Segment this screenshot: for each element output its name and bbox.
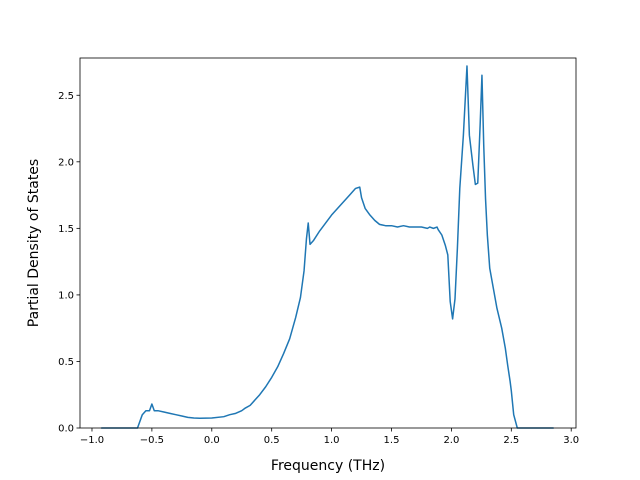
x-tick-label: 1.5 <box>384 435 400 446</box>
y-tick-label: 2.5 <box>58 91 74 102</box>
y-tick-label: 1.0 <box>58 290 74 301</box>
x-tick-label: 1.0 <box>324 435 340 446</box>
x-tick-label: 2.5 <box>503 435 519 446</box>
y-tick-label: 0.0 <box>58 424 74 435</box>
y-tick-label: 2.0 <box>58 157 74 168</box>
series-line-0 <box>100 65 554 429</box>
x-tick-label: 2.0 <box>443 435 459 446</box>
plot-area <box>80 58 576 428</box>
y-tick-label: 0.5 <box>58 357 74 368</box>
y-axis-label: Partial Density of States <box>26 159 42 327</box>
axes-layer: −1.0 −0.5 0.0 0.5 1.0 1.5 2.0 2.5 3.0 0.0 0.5 1.0 1.… <box>58 57 579 446</box>
x-axis-label: Frequency (THz) <box>271 458 385 474</box>
x-tick-label: 0.0 <box>204 435 220 446</box>
x-tick-label: 0.5 <box>264 435 280 446</box>
x-tick-label: −1.0 <box>80 435 104 446</box>
x-tick-label: 3.0 <box>563 435 579 446</box>
y-tick-label: 1.5 <box>58 224 74 235</box>
axes-frame <box>79 57 577 429</box>
data-layer <box>100 65 554 429</box>
x-tick-label: −0.5 <box>140 435 164 446</box>
